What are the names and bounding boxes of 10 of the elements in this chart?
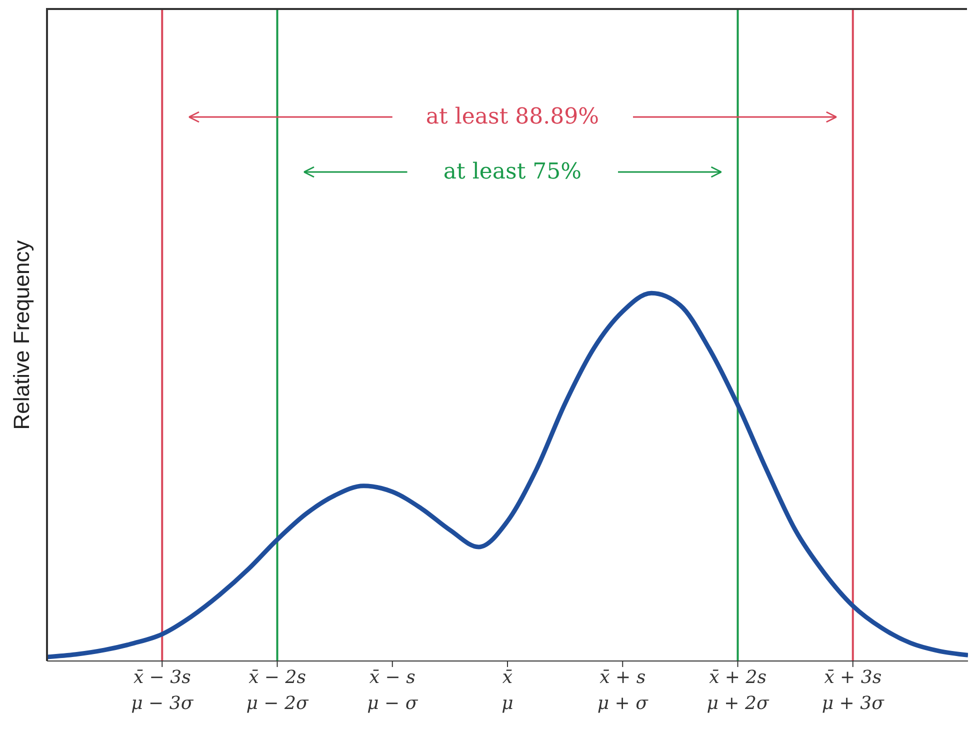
- text: at least 75%: [443, 160, 582, 184]
- x-tick-label: x̄ − 3s μ − 3σ: [131, 667, 194, 714]
- x-tick-label: x̄ − 2s μ − 2σ: [246, 667, 309, 714]
- x-tick-label: x̄ − s μ − σ: [367, 667, 418, 714]
- x-tick-label: x̄ + 3s μ + 3σ: [822, 667, 885, 714]
- x-tick-label: x̄ + s μ + σ: [597, 667, 649, 714]
- x-tick-label: x̄ + 2s μ + 2σ: [706, 667, 770, 714]
- text: at least 88.89%: [426, 104, 600, 130]
- y-axis-title: Relative Frequency: [9, 240, 35, 430]
- x-tick-label: x̄ μ: [502, 667, 514, 714]
